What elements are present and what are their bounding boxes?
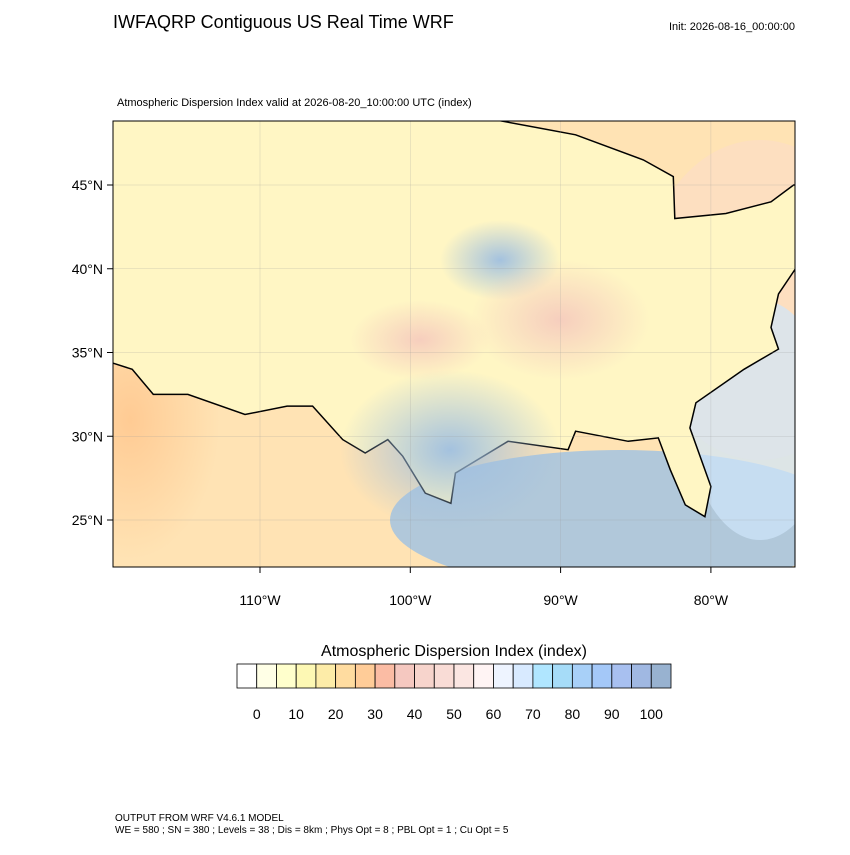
lon-tick-label: 100°W bbox=[389, 592, 432, 608]
colorbar-box bbox=[591, 663, 613, 689]
colorbar-box bbox=[512, 663, 534, 689]
colorbar-box bbox=[473, 663, 494, 689]
colorbar-box bbox=[374, 663, 396, 689]
map-frame bbox=[112, 120, 796, 568]
lat-tick-label: 35°N bbox=[72, 345, 103, 361]
colorbar-label: 60 bbox=[486, 706, 502, 722]
colorbar-label: 20 bbox=[328, 706, 344, 722]
colorbar-box bbox=[493, 663, 514, 689]
colorbar-title: Atmospheric Dispersion Index (index) bbox=[321, 643, 587, 660]
colorbar-label: 90 bbox=[604, 706, 620, 722]
lon-tick-label: 110°W bbox=[239, 592, 281, 608]
lat-tick-label: 30°N bbox=[72, 428, 103, 444]
colorbar-box bbox=[256, 663, 277, 689]
colorbar-box bbox=[453, 663, 475, 689]
lat-tick-label: 40°N bbox=[72, 261, 103, 277]
colorbar-box bbox=[631, 663, 652, 689]
colorbar-label: 50 bbox=[446, 706, 462, 722]
colorbar-box bbox=[236, 663, 258, 689]
colorbar-label: 10 bbox=[288, 706, 304, 722]
colorbar-label: 80 bbox=[565, 706, 581, 722]
colorbar-label: 70 bbox=[525, 706, 541, 722]
colorbar-box bbox=[295, 663, 317, 689]
colorbar-box bbox=[354, 663, 376, 689]
colorbar-box bbox=[414, 663, 435, 689]
colorbar-box bbox=[611, 663, 632, 689]
colorbar-label: 30 bbox=[367, 706, 383, 722]
colorbar-box bbox=[394, 663, 415, 689]
colorbar-label: 40 bbox=[407, 706, 423, 722]
title: IWFAQRP Contiguous US Real Time WRF bbox=[113, 12, 454, 32]
colorbar-label: 0 bbox=[253, 706, 261, 722]
footer-line: WE = 580 ; SN = 380 ; Levels = 38 ; Dis … bbox=[115, 825, 509, 836]
lat-tick-label: 25°N bbox=[72, 512, 103, 528]
colorbar-box bbox=[571, 663, 593, 689]
colorbar-box bbox=[650, 663, 672, 689]
colorbar: 0 10 20 30 40 50 60 70 80 90 100 bbox=[236, 663, 672, 722]
footer-line: OUTPUT FROM WRF V4.6.1 MODEL bbox=[115, 813, 284, 824]
colorbar-box bbox=[276, 663, 297, 689]
lat-tick-label: 45°N bbox=[72, 177, 103, 193]
lon-tick-label: 80°W bbox=[694, 592, 729, 608]
colorbar-label: 100 bbox=[640, 706, 664, 722]
colorbar-box bbox=[552, 663, 573, 689]
colorbar-box bbox=[335, 663, 356, 689]
lon-tick-label: 90°W bbox=[543, 592, 578, 608]
colorbar-box bbox=[532, 663, 554, 689]
init-time: Init: 2026-08-16_00:00:00 bbox=[669, 21, 795, 33]
colorbar-box bbox=[433, 663, 455, 689]
map-subtitle: Atmospheric Dispersion Index valid at 20… bbox=[117, 97, 472, 109]
map-field bbox=[113, 121, 795, 567]
colorbar-box bbox=[315, 663, 337, 689]
